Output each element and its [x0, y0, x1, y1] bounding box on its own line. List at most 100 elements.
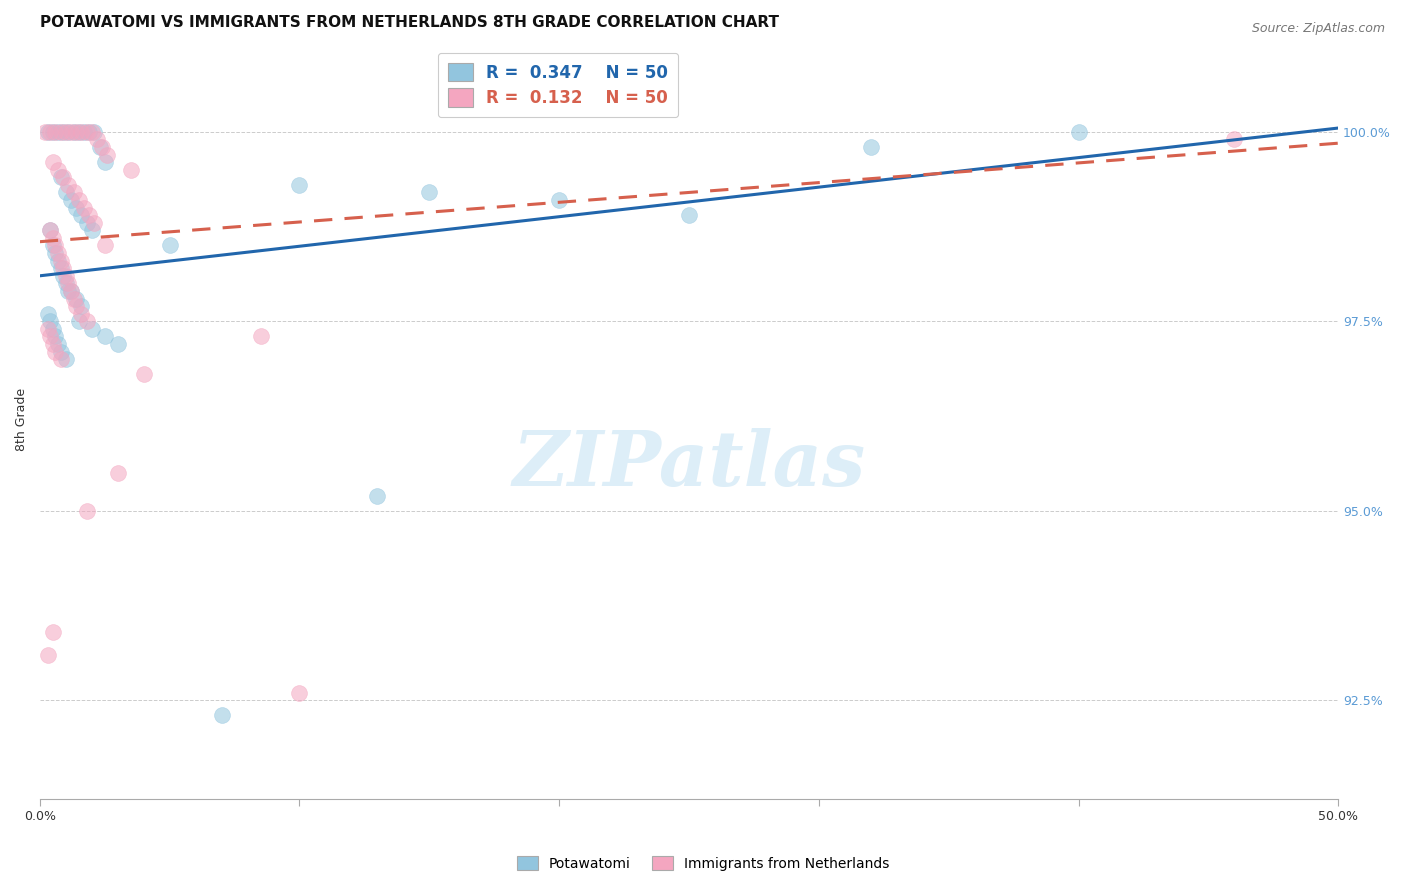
Point [49, 261, 72, 276]
Point [39, 223, 62, 237]
Point [678, 208, 700, 222]
Point [418, 186, 440, 200]
Point [42, 155, 65, 169]
Point [46, 253, 69, 268]
Point [42, 238, 65, 252]
Y-axis label: 8th Grade: 8th Grade [15, 388, 28, 451]
Point [42, 624, 65, 639]
Point [73, 201, 96, 215]
Point [76, 504, 98, 518]
Point [77, 208, 100, 222]
Point [42, 231, 65, 245]
Point [76, 314, 98, 328]
Point [42, 337, 65, 351]
Point [44, 238, 66, 252]
Point [65, 299, 87, 313]
Point [62, 125, 84, 139]
Point [93, 238, 115, 252]
Point [37, 307, 59, 321]
Point [59, 193, 82, 207]
Point [76, 125, 98, 139]
Point [34, 125, 56, 139]
Point [93, 155, 115, 169]
Point [39, 125, 62, 139]
Point [67, 193, 90, 207]
Point [249, 329, 271, 343]
Point [59, 284, 82, 298]
Point [91, 140, 114, 154]
Point [52, 170, 75, 185]
Point [70, 307, 93, 321]
Point [96, 147, 118, 161]
Point [59, 284, 82, 298]
Point [62, 292, 84, 306]
Point [37, 648, 59, 662]
Text: Source: ZipAtlas.com: Source: ZipAtlas.com [1251, 22, 1385, 36]
Point [211, 708, 233, 723]
Point [288, 685, 311, 699]
Point [39, 329, 62, 343]
Point [77, 125, 100, 139]
Point [80, 223, 103, 237]
Point [52, 125, 75, 139]
Text: ZIPatlas: ZIPatlas [512, 428, 866, 502]
Point [55, 125, 77, 139]
Point [366, 489, 388, 503]
Point [548, 193, 571, 207]
Point [55, 186, 77, 200]
Point [67, 125, 90, 139]
Point [132, 368, 155, 382]
Point [39, 223, 62, 237]
Point [49, 125, 72, 139]
Point [46, 125, 69, 139]
Point [49, 253, 72, 268]
Point [93, 329, 115, 343]
Point [65, 201, 87, 215]
Point [37, 322, 59, 336]
Point [107, 337, 129, 351]
Point [89, 140, 111, 154]
Point [86, 132, 108, 146]
Point [42, 125, 65, 139]
Point [46, 246, 69, 260]
Point [37, 125, 59, 139]
Point [58, 178, 80, 192]
Point [58, 277, 80, 291]
Point [83, 125, 105, 139]
Point [65, 292, 87, 306]
Point [46, 337, 69, 351]
Point [73, 125, 96, 139]
Point [80, 322, 103, 336]
Point [59, 125, 82, 139]
Point [58, 284, 80, 298]
Point [49, 170, 72, 185]
Point [55, 277, 77, 291]
Point [44, 125, 66, 139]
Point [70, 299, 93, 313]
Point [70, 125, 93, 139]
Point [83, 216, 105, 230]
Legend: R =  0.347    N = 50, R =  0.132    N = 50: R = 0.347 N = 50, R = 0.132 N = 50 [437, 53, 678, 117]
Point [42, 322, 65, 336]
Point [62, 186, 84, 200]
Point [288, 178, 311, 192]
Point [107, 466, 129, 480]
Legend: Potawatomi, Immigrants from Netherlands: Potawatomi, Immigrants from Netherlands [512, 850, 894, 876]
Point [1067, 125, 1090, 139]
Point [65, 125, 87, 139]
Point [49, 344, 72, 359]
Point [55, 268, 77, 283]
Point [46, 162, 69, 177]
Text: POTAWATOMI VS IMMIGRANTS FROM NETHERLANDS 8TH GRADE CORRELATION CHART: POTAWATOMI VS IMMIGRANTS FROM NETHERLAND… [39, 15, 779, 30]
Point [76, 216, 98, 230]
Point [80, 125, 103, 139]
Point [52, 261, 75, 276]
Point [55, 352, 77, 367]
Point [44, 246, 66, 260]
Point [159, 238, 181, 252]
Point [859, 140, 882, 154]
Point [44, 329, 66, 343]
Point [49, 352, 72, 367]
Point [52, 268, 75, 283]
Point [58, 125, 80, 139]
